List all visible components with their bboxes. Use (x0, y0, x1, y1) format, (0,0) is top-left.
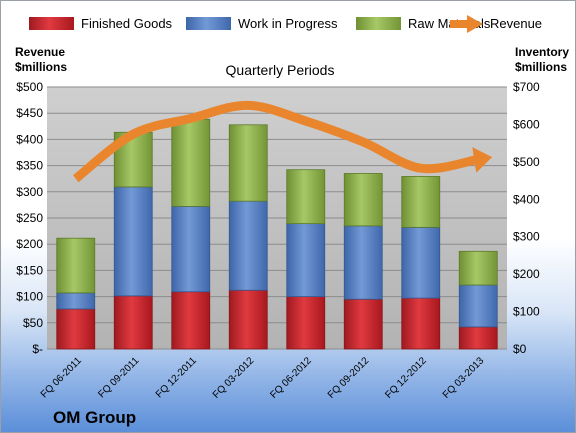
bar-work-in-progress (113, 186, 153, 297)
right-tick-label: $0 (513, 342, 527, 356)
revenue-line (72, 100, 493, 183)
left-tick-label: $50 (23, 316, 43, 330)
bar-raw-materials (228, 124, 268, 202)
legend-label-finished-goods: Finished Goods (81, 16, 173, 31)
left-tick-label: $350 (16, 159, 43, 173)
legend-swatch-raw-materials (356, 17, 401, 30)
bar-finished-goods (171, 291, 211, 350)
bar-finished-goods (228, 289, 268, 350)
legend-revenue-arrowhead (467, 15, 483, 33)
left-tick-label: $400 (16, 132, 43, 146)
right-tick-label: $700 (513, 80, 540, 94)
revenue-arrowhead (472, 147, 493, 173)
left-axis-label-line1: Revenue (15, 45, 65, 59)
right-tick-label: $400 (513, 192, 540, 206)
legend: Finished Goods Work in Progress Raw Mate… (29, 15, 542, 33)
bar-finished-goods (343, 298, 383, 350)
bar-work-in-progress (401, 226, 441, 299)
bar-raw-materials (171, 118, 211, 207)
bar-work-in-progress (343, 225, 383, 300)
bar-finished-goods (286, 296, 326, 350)
left-tick-label: $300 (16, 185, 43, 199)
right-tick-label: $300 (513, 230, 540, 244)
bar-raw-materials (56, 237, 96, 294)
left-tick-label: $500 (16, 80, 43, 94)
bar-work-in-progress (56, 292, 96, 310)
bar-raw-materials (458, 250, 498, 286)
left-tick-label: $150 (16, 263, 43, 277)
bar-work-in-progress (286, 223, 326, 298)
bar-raw-materials (343, 173, 383, 227)
bar-raw-materials (401, 176, 441, 228)
right-axis-ticks: $0 $100 $200 $300 $400 $500 $600 $700 (513, 80, 540, 356)
bar-raw-materials (286, 169, 326, 225)
bar-work-in-progress (228, 200, 268, 291)
right-tick-label: $600 (513, 117, 540, 131)
left-tick-label: $250 (16, 211, 43, 225)
legend-swatch-work-in-progress (186, 17, 231, 30)
x-tick-label: FQ 06-2012 (268, 355, 314, 401)
left-tick-label: $100 (16, 290, 43, 304)
left-tick-label: $200 (16, 237, 43, 251)
right-axis-label-line2: $millions (515, 60, 567, 74)
x-tick-label: FQ 03-2012 (211, 355, 257, 401)
bar-work-in-progress (458, 284, 498, 328)
bar-work-in-progress (171, 205, 211, 293)
x-axis-ticks: FQ 06-2011 FQ 09-2011 FQ 12-2011 FQ 03-2012… (39, 355, 487, 401)
left-axis-label-line2: $millions (15, 60, 67, 74)
x-tick-label: FQ 09-2012 (326, 355, 372, 401)
x-tick-label: FQ 12-2011 (154, 355, 199, 400)
right-axis-label-line1: Inventory (515, 45, 569, 59)
x-tick-label: FQ 12-2012 (383, 355, 429, 401)
left-axis-ticks: $- $50 $100 $150 $200 $250 $300 $350 $400 $450 $50… (16, 80, 43, 356)
x-tick-label: FQ 06-2011 (39, 355, 84, 400)
left-tick-label: $- (32, 342, 43, 356)
legend-label-work-in-progress: Work in Progress (238, 16, 338, 31)
bar-finished-goods (113, 295, 153, 350)
bars (56, 118, 498, 350)
right-tick-label: $100 (513, 305, 540, 319)
right-tick-label: $200 (513, 267, 540, 281)
left-tick-label: $450 (16, 106, 43, 120)
bar-finished-goods (458, 326, 498, 350)
chart-title: Quarterly Periods (226, 62, 335, 78)
legend-label-revenue: Revenue (490, 16, 542, 31)
right-tick-label: $500 (513, 155, 540, 169)
bar-finished-goods (401, 297, 441, 350)
bar-finished-goods (56, 308, 96, 350)
company-name: OM Group (53, 408, 136, 427)
x-tick-label: FQ 03-2013 (441, 355, 487, 401)
x-tick-label: FQ 09-2011 (96, 355, 141, 400)
legend-swatch-finished-goods (29, 17, 74, 30)
